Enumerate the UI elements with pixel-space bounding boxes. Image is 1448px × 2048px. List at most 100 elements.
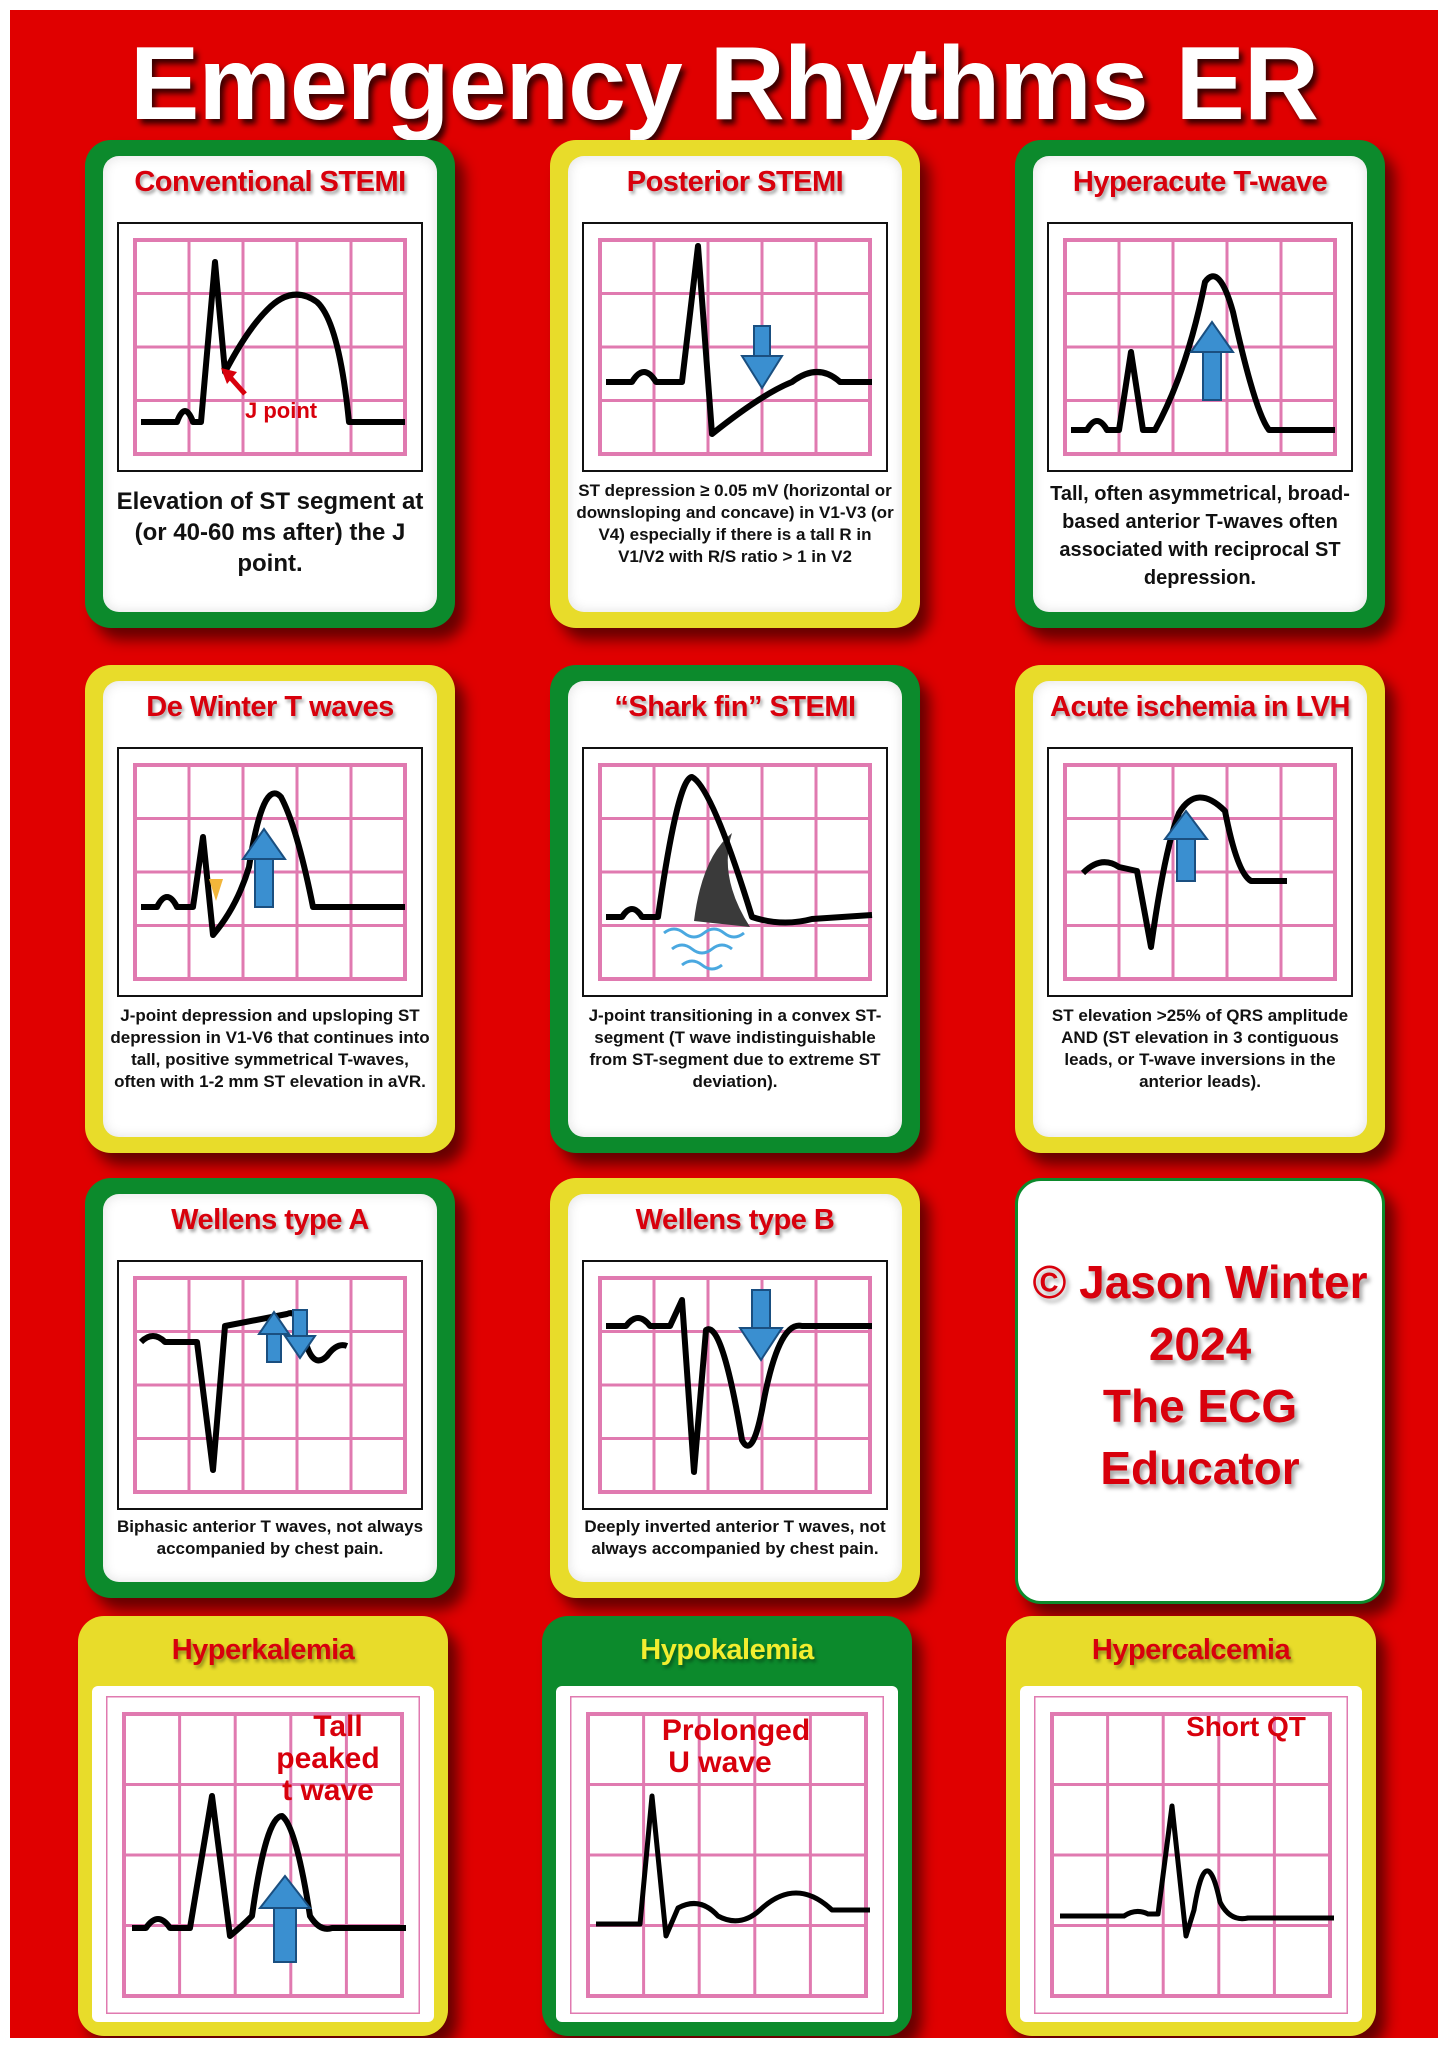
up-arrow-head [257, 1874, 313, 1909]
up-arrow-head [1163, 809, 1209, 840]
card-title: Posterior STEMI [626, 166, 844, 198]
ecg-trace [606, 774, 873, 926]
card-posterior-stemi: Posterior STEMI ST depression ≥ 0.05 mV … [550, 140, 920, 628]
ecg-trace [1071, 273, 1335, 433]
up-arrow-head [257, 1310, 291, 1335]
card-inner: De Winter T waves J-point depression and… [103, 681, 437, 1137]
card-title: Hyperacute T-wave [1072, 166, 1328, 198]
card-ischemia-lvh: Acute ischemia in LVH ST elevation >25% … [1015, 665, 1385, 1153]
copyright-line-4: Educator [1100, 1442, 1300, 1494]
card-title: De Winter T waves [146, 691, 394, 723]
card-shark-fin: “Shark fin” STEMI J-point transitioning … [550, 665, 920, 1153]
card-description: Elevation of ST segment at (or 40-60 ms … [116, 488, 424, 577]
card-hyperkalemia: Hyperkalemia Tall peaked t wave [78, 1616, 448, 2036]
poster-title: Emergency Rhythms ER [130, 26, 1319, 142]
j-point-arrowhead [221, 368, 237, 384]
down-arrow-head [740, 355, 784, 390]
copyright-line-2: 2024 [1148, 1318, 1252, 1370]
card-description: ST depression ≥ 0.05 mV (horizontal or d… [576, 481, 894, 566]
ecg-de-winter [117, 747, 423, 997]
card-panel: Short QT [1020, 1686, 1362, 2022]
card-conventional-stemi: Conventional STEMI J point Elevation of … [85, 140, 455, 628]
down-arrow-head [738, 1327, 784, 1362]
up-arrow-head [241, 827, 287, 860]
copyright-line-3: The ECG [1102, 1380, 1298, 1432]
card-wellens-a: Wellens type A Biphasic anterior T waves… [85, 1178, 455, 1598]
ecg-trace [606, 1297, 872, 1475]
ecg-grid [1063, 238, 1337, 456]
j-point-marker [209, 879, 223, 901]
card-title: Wellens type B [635, 1204, 835, 1236]
card-inner: Wellens type B Deeply inverted anterior … [568, 1194, 902, 1582]
ecg-grid [1050, 1712, 1332, 1998]
annotation-line-3: t wave [282, 1774, 374, 1807]
card-title: Wellens type A [171, 1204, 369, 1236]
card-inner: Posterior STEMI ST depression ≥ 0.05 mV … [568, 156, 902, 612]
ecg-hypercalcemia: Short QT [1034, 1696, 1348, 2014]
up-arrow-head [1189, 320, 1235, 353]
card-panel: Prolonged U wave [556, 1686, 898, 2022]
ecg-wellens-a [117, 1260, 423, 1510]
ecg-wellens-b [582, 1260, 888, 1510]
card-hypercalcemia: Hypercalcemia Short QT [1006, 1616, 1376, 2036]
up-arrow-shaft [1176, 836, 1196, 882]
down-arrow-shaft [751, 1289, 771, 1331]
ecg-grid [133, 763, 407, 981]
annotation-line-1: Tall [313, 1710, 362, 1743]
card-wellens-b: Wellens type B Deeply inverted anterior … [550, 1178, 920, 1598]
card-description: J-point transitioning in a convex ST-seg… [588, 1006, 882, 1091]
down-arrow-shaft [753, 325, 771, 357]
ecg-trace [1060, 1803, 1334, 1939]
j-point-label: J point [245, 398, 318, 423]
ecg-hypokalemia: Prolonged U wave [570, 1696, 884, 2014]
card-description: J-point depression and upsloping ST depr… [110, 1006, 430, 1091]
card-description: ST elevation >25% of QRS amplitude AND (… [1051, 1006, 1349, 1091]
ecg-posterior-stemi [582, 222, 888, 472]
ecg-hyperacute-t-wave [1047, 222, 1353, 472]
annotation-line-2: U wave [668, 1746, 771, 1779]
ecg-trace [141, 790, 405, 938]
up-arrow-shaft [1202, 349, 1222, 401]
annotation-line-1: Prolonged [662, 1714, 810, 1747]
copyright-block: © Jason Winter 2024 The ECG Educator [1018, 1251, 1382, 1499]
ecg-ischemia-lvh [1047, 747, 1353, 997]
down-arrow-head [283, 1335, 317, 1360]
card-inner: Acute ischemia in LVH ST elevation >25% … [1033, 681, 1367, 1137]
card-description: Tall, often asymmetrical, broad-based an… [1050, 483, 1350, 589]
ecg-grid [1063, 763, 1337, 981]
ecg-trace [606, 243, 872, 437]
ecg-trace [132, 1793, 406, 1939]
copyright-line-1: © Jason Winter [1032, 1256, 1368, 1308]
card-description: Deeply inverted anterior T waves, not al… [584, 1517, 886, 1558]
card-title: Hypercalcemia [1091, 1634, 1291, 1666]
card-hyperacute-t-wave: Hyperacute T-wave Tall, often asymmetric… [1015, 140, 1385, 628]
card-description: Biphasic anterior T waves, not always ac… [116, 1517, 424, 1558]
down-arrow-shaft [292, 1309, 308, 1339]
card-inner: Hypokalemia Prolonged U wave [542, 1616, 912, 2036]
card-title: Hyperkalemia [171, 1634, 355, 1666]
card-hypokalemia: Hypokalemia Prolonged U wave [542, 1616, 912, 2036]
card-title: Hypokalemia [640, 1634, 814, 1666]
card-copyright: © Jason Winter 2024 The ECG Educator [1015, 1178, 1385, 1604]
ecg-trace [596, 1793, 870, 1939]
card-inner: Wellens type A Biphasic anterior T waves… [103, 1194, 437, 1582]
up-arrow-shaft [254, 856, 274, 908]
card-title: Conventional STEMI [134, 166, 406, 198]
ecg-hyperkalemia: Tall peaked t wave [106, 1696, 420, 2014]
water-waves [663, 927, 745, 971]
ecg-conventional-stemi: J point [117, 222, 423, 472]
shark-fin-shape [694, 833, 750, 927]
card-de-winter: De Winter T waves J-point depression and… [85, 665, 455, 1153]
card-title: “Shark fin” STEMI [614, 691, 856, 723]
ecg-trace [1080, 794, 1287, 950]
ecg-grid [586, 1712, 868, 1998]
annotation-line-2: peaked [276, 1742, 379, 1775]
card-inner: “Shark fin” STEMI J-point transitioning … [568, 681, 902, 1137]
card-title: Acute ischemia in LVH [1050, 691, 1351, 723]
card-inner: Hyperacute T-wave Tall, often asymmetric… [1033, 156, 1367, 612]
card-inner: Hypercalcemia Short QT [1006, 1616, 1376, 2036]
card-panel: Tall peaked t wave [92, 1686, 434, 2022]
ecg-trace [141, 259, 405, 425]
annotation-line-1: Short QT [1186, 1711, 1306, 1742]
up-arrow-shaft [266, 1331, 282, 1363]
